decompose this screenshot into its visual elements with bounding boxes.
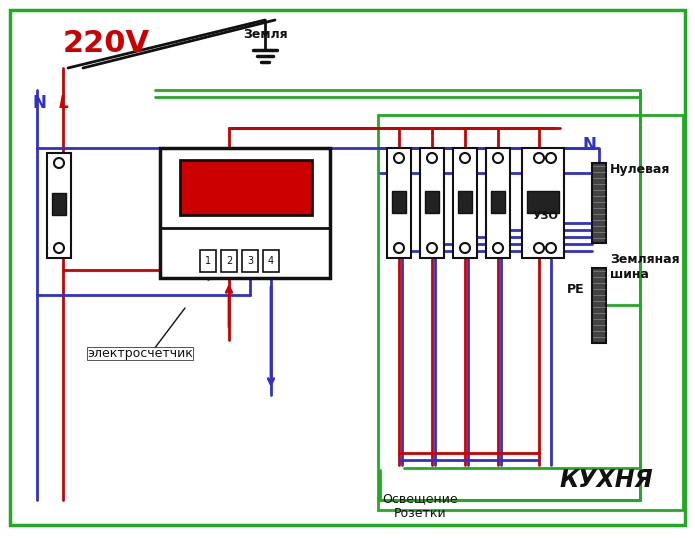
Bar [200,250,216,272]
Bar [387,148,411,258]
Bar [486,148,510,258]
Circle shape [534,153,544,163]
Text: L: L [59,94,70,112]
Bar [378,115,683,510]
Text: Освещение
Розетки: Освещение Розетки [382,492,458,520]
Text: Земля: Земля [243,28,288,41]
Text: 220V: 220V [63,29,150,58]
Bar [180,160,312,215]
Text: N: N [582,136,596,154]
Text: 1: 1 [205,256,211,266]
Text: УЗО: УЗО [533,211,559,221]
Bar [160,148,330,278]
Bar [47,153,71,258]
Text: Земляная
шина: Земляная шина [610,253,680,281]
Circle shape [534,243,544,253]
Text: PE: PE [567,283,584,296]
Bar [527,191,559,213]
Bar [491,191,505,213]
Text: электросчетчик: электросчетчик [87,347,193,360]
Circle shape [546,243,556,253]
Bar [242,250,258,272]
Bar [420,148,444,258]
Bar [592,163,606,243]
Bar [425,191,439,213]
Circle shape [493,153,503,163]
Bar [52,193,66,215]
Text: N: N [32,94,46,112]
Text: 2: 2 [226,256,232,266]
Bar [453,148,477,258]
Bar [592,268,606,343]
Text: 4: 4 [268,256,274,266]
Circle shape [427,243,437,253]
Circle shape [460,243,470,253]
Circle shape [427,153,437,163]
Circle shape [54,243,64,253]
Bar [392,191,406,213]
Bar [221,250,237,272]
Bar [458,191,472,213]
Circle shape [493,243,503,253]
Bar [263,250,279,272]
Text: КУХНЯ: КУХНЯ [560,468,654,492]
Bar [522,148,564,258]
Circle shape [54,158,64,168]
Circle shape [394,153,404,163]
Circle shape [394,243,404,253]
Circle shape [546,153,556,163]
Text: 3: 3 [247,256,253,266]
Circle shape [460,153,470,163]
Text: Нулевая: Нулевая [610,163,671,176]
